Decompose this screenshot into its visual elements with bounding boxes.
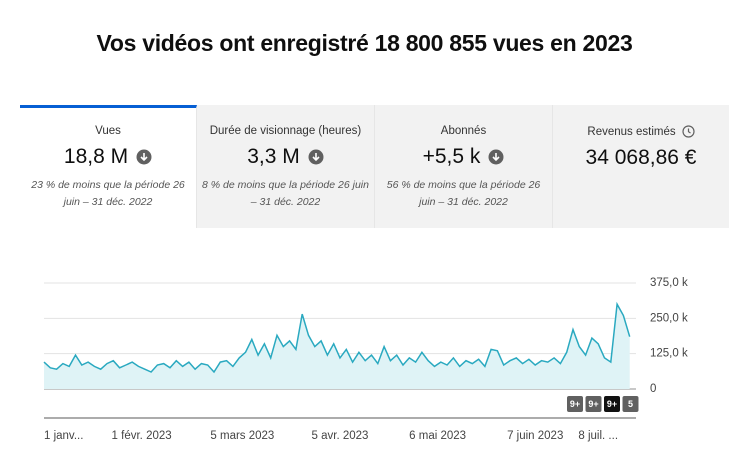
badge-bg (585, 396, 602, 412)
tab-views[interactable]: Vues 18,8 M 23 % de moins que la période… (20, 105, 197, 228)
x-tick-label: 7 juin 2023 (507, 430, 563, 442)
tab-value: 3,3 M (247, 145, 300, 168)
tab-label: Vues (95, 125, 121, 137)
metric-tabs: Vues 18,8 M 23 % de moins que la période… (20, 105, 729, 228)
annotation-badge[interactable]: 9+ (604, 396, 620, 412)
badge-bg (567, 396, 583, 412)
x-tick-label: 6 mai 2023 (409, 430, 466, 442)
tab-value: +5,5 k (422, 145, 481, 168)
badge-text: 9+ (570, 399, 580, 409)
x-tick-label: 8 juil. ... (578, 430, 618, 442)
down-icon (488, 149, 504, 165)
annotation-badge[interactable]: 5 (622, 396, 639, 412)
y-tick-label: 0 (650, 383, 656, 395)
y-tick-label: 375,0 k (650, 277, 688, 289)
x-tick-label: 1 janv... (44, 430, 83, 442)
tab-value: 18,8 M (63, 145, 129, 168)
x-tick-label: 5 mars 2023 (210, 430, 274, 442)
down-icon (308, 149, 324, 165)
tab-value: 34 068,86 € (585, 146, 697, 169)
tab-note: 23 % de moins que la période 26 juin – 3… (31, 179, 185, 208)
y-tick-label: 250,0 k (650, 312, 688, 324)
line (43, 301, 631, 374)
clock-icon (682, 125, 695, 138)
down-icon (136, 149, 152, 165)
page-title: Vos vidéos ont enregistré 18 800 855 vue… (96, 30, 633, 56)
tab-label: Durée de visionnage (heures) (209, 125, 362, 137)
annotation-badge[interactable]: 9+ (585, 396, 602, 412)
tab-subscribers[interactable]: Abonnés +5,5 k 56 % de moins que la péri… (375, 105, 553, 228)
tab-watch-time[interactable]: Durée de visionnage (heures) 3,3 M 8 % d… (197, 105, 375, 228)
badge-bg (622, 396, 639, 412)
badge-text: 9+ (588, 399, 598, 409)
badge-bg (604, 396, 620, 412)
tab-note: 8 % de moins que la période 26 juin – 31… (202, 179, 369, 208)
x-tick-label: 5 avr. 2023 (312, 430, 369, 442)
tab-revenue[interactable]: Revenus estimés 34 068,86 € (553, 105, 729, 228)
badge-text: 9+ (607, 399, 617, 409)
tab-note: 56 % de moins que la période 26 juin – 3… (386, 179, 541, 208)
area (44, 304, 630, 389)
x-tick-label: 1 févr. 2023 (112, 430, 172, 442)
tab-label: Revenus estimés (587, 125, 676, 138)
y-tick-label: 125,0 k (650, 348, 688, 360)
tab-label: Abonnés (440, 125, 487, 137)
annotation-badge[interactable]: 9+ (567, 396, 583, 412)
badge-text: 5 (628, 399, 633, 409)
